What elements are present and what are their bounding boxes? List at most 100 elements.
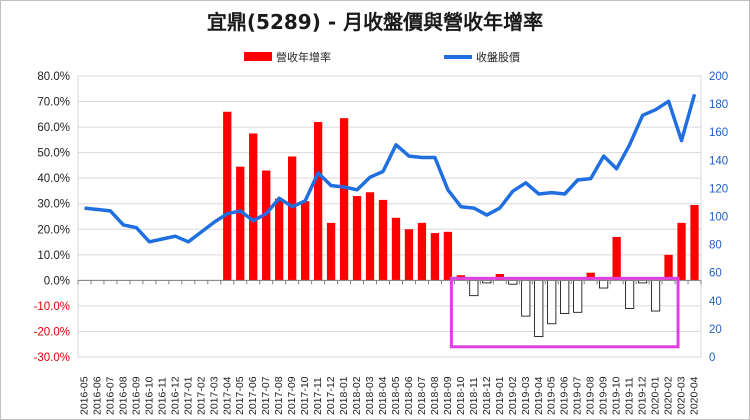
y-right-tick-label: 120: [709, 183, 728, 195]
y-right-tick-label: 100: [709, 212, 728, 224]
x-tick-label: 2016-06: [91, 376, 103, 415]
bar: [404, 229, 414, 281]
x-tick-label: 2020-02: [663, 376, 675, 415]
x-tick-label: 2019-05: [546, 376, 558, 415]
x-tick-label: 2018-02: [351, 376, 363, 415]
y-axis-left: 80.0% 70.0% 60.0% 50.0% 40.0% 30.0% 20.0% 10.0%…: [34, 71, 70, 364]
bar: [236, 166, 245, 281]
x-tick-label: 2017-12: [325, 376, 337, 415]
gridlines: [77, 75, 702, 358]
y-right-tick-label: 200: [709, 71, 728, 83]
x-tick-label: 2019-06: [559, 376, 571, 415]
x-tick-label: 2018-08: [429, 376, 441, 415]
x-tick-label: 2019-07: [572, 376, 584, 415]
bar: [599, 279, 609, 289]
bar: [391, 217, 401, 281]
x-tick-label: 2019-01: [494, 376, 506, 415]
x-tick-label: 2018-09: [442, 376, 454, 415]
y-right-tick-label: 0: [709, 352, 715, 364]
y-left-tick-label: 70.0%: [37, 97, 70, 109]
y-right-tick-label: 40: [709, 296, 722, 308]
x-tick-label: 2016-09: [130, 376, 142, 415]
x-tick-label: 2018-11: [468, 377, 480, 415]
bar: [275, 198, 284, 281]
y-right-tick-label: 80: [709, 240, 722, 252]
bar: [560, 279, 570, 314]
x-tick-label: 2017-05: [234, 376, 246, 415]
x-tick-label: 2019-08: [585, 376, 597, 415]
x-tick-label: 2018-04: [377, 376, 389, 415]
bar: [313, 121, 323, 281]
x-tick-label: 2020-01: [650, 376, 662, 415]
legend: 營收年增率 收盤股價: [244, 50, 520, 64]
x-tick-label: 2018-10: [455, 376, 467, 415]
bar: [223, 111, 232, 281]
y-left-tick-label: 40.0%: [37, 173, 70, 185]
legend-label-line: 收盤股價: [476, 50, 520, 64]
y-left-tick-label: 50.0%: [37, 148, 70, 160]
x-tick-label: 2016-08: [117, 376, 129, 415]
bar: [300, 201, 310, 281]
price-line: [84, 93, 697, 244]
x-tick-label: 2017-03: [208, 376, 220, 415]
x-tick-label: 2016-12: [169, 376, 181, 415]
x-tick-label: 2018-01: [338, 376, 350, 415]
x-tick-label: 2016-07: [104, 376, 116, 415]
bar: [443, 231, 453, 281]
bar: [430, 233, 440, 281]
x-tick-label: 2019-09: [598, 376, 610, 415]
bar: [521, 279, 531, 317]
bar: [586, 272, 595, 281]
x-tick-label: 2019-03: [520, 376, 532, 415]
y-left-tick-label: 10.0%: [37, 250, 70, 262]
x-tick-label: 2017-04: [221, 376, 233, 415]
plot-border: [77, 75, 702, 358]
legend-label-bar: 營收年增率: [276, 50, 331, 64]
y-left-tick-label: -20.0%: [34, 326, 70, 338]
bar: [365, 192, 375, 281]
x-tick-label: 2018-07: [416, 376, 428, 415]
y-left-tick-label: 80.0%: [37, 71, 70, 83]
bar: [547, 279, 557, 325]
x-tick-label: 2019-02: [507, 376, 519, 415]
x-tick-label: 2019-12: [637, 376, 649, 415]
bar: [352, 196, 362, 281]
x-tick-label: 2018-05: [390, 376, 402, 415]
highlight-rectangle: [449, 276, 680, 349]
bar: [417, 222, 427, 281]
x-tick-label: 2017-07: [260, 376, 272, 415]
x-tick-label: 2016-05: [78, 376, 90, 415]
bar: [612, 236, 621, 281]
bar: [625, 279, 635, 309]
bar: [326, 222, 336, 281]
bar: [664, 254, 673, 281]
y-left-tick-label: -30.0%: [34, 352, 70, 364]
x-tick-label: 2018-06: [403, 376, 415, 415]
bar: [262, 170, 271, 281]
bar: [288, 156, 297, 281]
x-tick-label: 2020-04: [689, 376, 701, 415]
y-left-tick-label: -10.0%: [34, 301, 70, 313]
y-left-tick-label: 60.0%: [37, 122, 70, 134]
y-left-tick-label: 20.0%: [37, 224, 70, 236]
bar: [339, 118, 349, 281]
x-tick-label: 2018-03: [364, 376, 376, 415]
y-right-tick-label: 160: [709, 127, 728, 139]
legend-swatch-bar: [244, 52, 272, 61]
highlight-annotation: [449, 276, 680, 349]
x-tick-label: 2017-06: [247, 376, 259, 415]
y-right-tick-label: 60: [709, 268, 722, 280]
x-tick-label: 2018-12: [481, 376, 493, 415]
bar: [469, 279, 479, 297]
x-tick-label: 2017-01: [182, 376, 194, 415]
y-left-tick-label: 30.0%: [37, 199, 70, 211]
bar: [534, 279, 544, 337]
y-right-tick-label: 140: [709, 155, 728, 167]
x-tick-label: 2017-09: [286, 376, 298, 415]
bar: [378, 199, 388, 281]
y-right-tick-label: 20: [709, 324, 722, 336]
x-tick-label: 2017-08: [273, 376, 285, 415]
